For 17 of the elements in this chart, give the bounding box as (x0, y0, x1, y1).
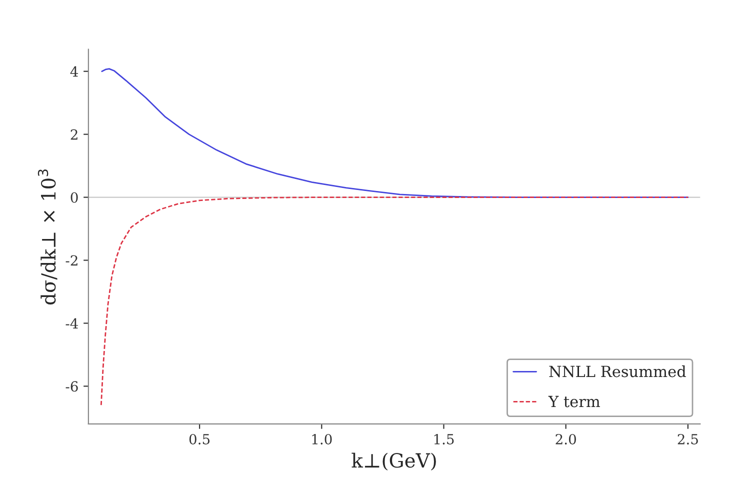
x-tick-label: 1.5 (434, 434, 454, 444)
x-axis-title: k⊥(GeV) (352, 452, 436, 471)
x-tick-label: 2.0 (556, 434, 576, 444)
y-tick-label: 0 (70, 192, 78, 203)
y-tick-label: 2 (70, 129, 78, 140)
line-series (101, 68, 689, 198)
legend-label: Y term (548, 396, 600, 408)
y-tick-label: -6 (66, 381, 78, 392)
y-tick-label: 4 (70, 66, 78, 77)
y-axis-title: dσ/dk⊥ × 10$^{3}$ (38, 170, 58, 305)
legend-label: NNLL Resummed (549, 365, 686, 378)
x-tick-label: 2.5 (678, 434, 698, 444)
x-tick-label: 1.0 (312, 434, 332, 444)
y-tick-label: -2 (66, 255, 78, 266)
y-tick-label: -4 (66, 318, 78, 328)
x-tick-label: 0.5 (189, 434, 210, 444)
line-series (100, 196, 689, 406)
